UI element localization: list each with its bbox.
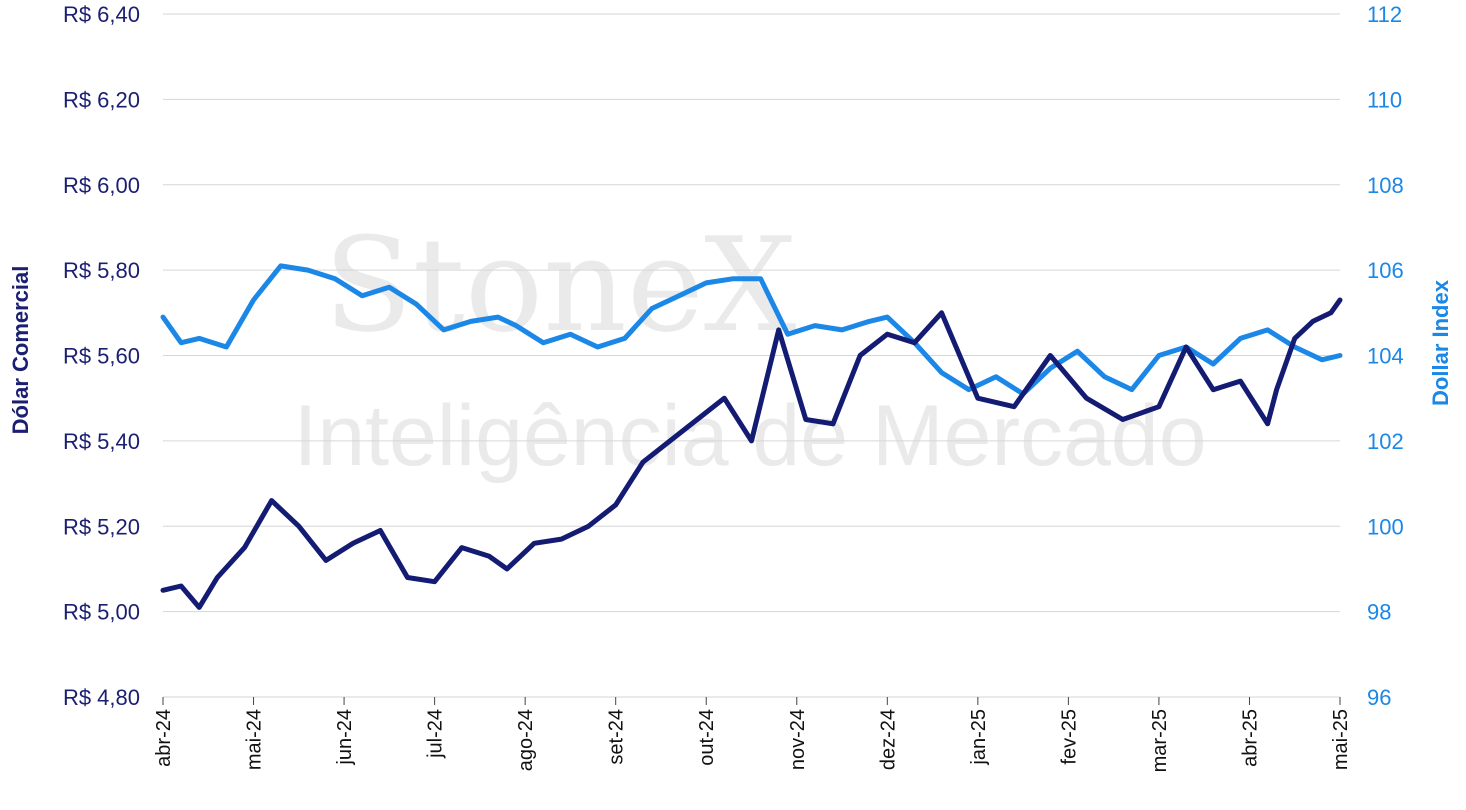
x-tick-label: mar-25 — [1149, 709, 1171, 772]
x-tick-label: jan-25 — [968, 709, 990, 766]
left-tick-label: R$ 4,80 — [63, 685, 140, 710]
x-tick-label: abr-25 — [1239, 709, 1261, 767]
right-tick-label: 110 — [1367, 87, 1402, 112]
left-tick-label: R$ 5,00 — [63, 600, 140, 625]
x-tick-label: mai-25 — [1330, 709, 1352, 770]
left-axis-title: Dólar Comercial — [8, 266, 33, 435]
right-tick-label: 98 — [1367, 600, 1391, 625]
right-tick-label: 108 — [1367, 173, 1404, 198]
right-tick-label: 96 — [1367, 685, 1391, 710]
left-tick-label: R$ 6,00 — [63, 173, 140, 198]
x-tick-label: ago-24 — [515, 709, 537, 771]
x-tick-label: fev-25 — [1058, 709, 1080, 765]
left-tick-label: R$ 5,20 — [63, 514, 140, 539]
left-tick-label: R$ 5,60 — [63, 344, 140, 369]
x-tick-label: abr-24 — [153, 709, 175, 767]
x-tick-label: jun-24 — [334, 709, 356, 766]
right-tick-label: 104 — [1367, 344, 1404, 369]
right-tick-label: 100 — [1367, 514, 1404, 539]
gridlines — [163, 13, 1340, 698]
left-axis-ticks: R$ 4,80 R$ 5,00 R$ 5,20 R$ 5,40 R$ 5,60 R$ 5,… — [63, 2, 140, 710]
x-axis-ticks: abr-24 mai-24 jun-24 jul-24 ago-24 set-24 out-… — [153, 697, 1352, 772]
series-line-dollar-index — [160, 263, 1343, 397]
series-lines — [160, 263, 1343, 610]
x-tick-label: nov-24 — [787, 709, 809, 770]
x-tick-label: jul-24 — [425, 709, 447, 759]
x-tick-label: mai-24 — [244, 709, 266, 770]
right-axis-ticks: 96 98 100 102 104 106 108 110 112 — [1367, 2, 1404, 710]
series-line-dolar-comercial — [160, 297, 1343, 610]
left-tick-label: R$ 6,40 — [63, 2, 140, 27]
right-tick-label: 102 — [1367, 429, 1404, 454]
left-tick-label: R$ 5,80 — [63, 258, 140, 283]
right-tick-label: 112 — [1367, 2, 1402, 27]
x-tick-label: out-24 — [696, 709, 718, 766]
right-tick-label: 106 — [1367, 258, 1404, 283]
left-tick-label: R$ 6,20 — [63, 87, 140, 112]
x-tick-label: set-24 — [606, 709, 628, 765]
right-axis-title: Dollar Index — [1428, 279, 1453, 406]
x-tick-label: dez-24 — [877, 709, 899, 770]
left-tick-label: R$ 5,40 — [63, 429, 140, 454]
